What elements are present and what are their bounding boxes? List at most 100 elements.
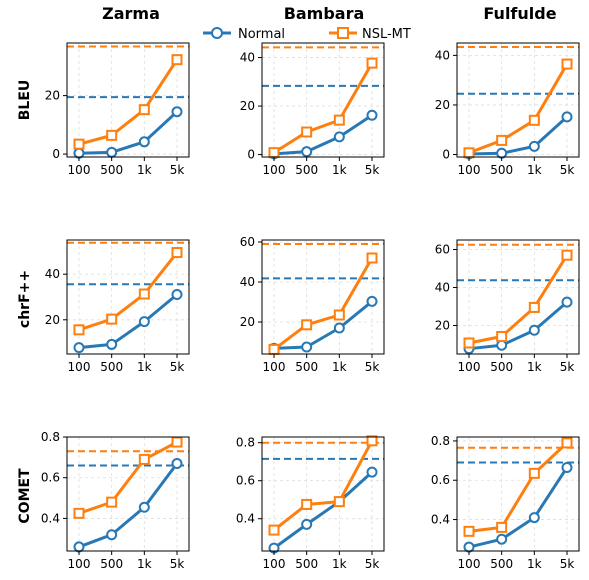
point-nsl-mt xyxy=(366,57,378,69)
series-line-nsl-mt xyxy=(78,440,178,515)
point-normal xyxy=(496,533,508,545)
panel-2-1: 100 500 1k 5k 20 40 xyxy=(45,239,190,374)
y-tick-label: 0.4 xyxy=(41,511,60,525)
series-line-normal xyxy=(78,110,179,155)
x-tick-label: 500 xyxy=(100,163,123,177)
point-normal xyxy=(106,146,118,158)
y-tick-label: 20 xyxy=(435,98,450,112)
x-tick-label: 1k xyxy=(332,360,347,374)
point-normal xyxy=(301,518,313,530)
y-tick-label: 60 xyxy=(240,235,255,249)
panel-2-3: 100 500 1k 5k 20 40 60 xyxy=(435,239,580,374)
point-nsl-mt xyxy=(106,313,118,325)
y-tick-label: 0.8 xyxy=(236,436,255,450)
y-tick-label: 0 xyxy=(442,148,450,162)
x-tick-label: 500 xyxy=(295,163,318,177)
axes-frame xyxy=(456,436,580,552)
point-nsl-mt xyxy=(138,104,150,116)
point-nsl-mt xyxy=(138,453,150,465)
point-normal xyxy=(561,111,573,123)
point-normal xyxy=(463,541,475,553)
point-normal xyxy=(301,146,313,158)
panel-2-2: 100 500 1k 5k 20 40 60 xyxy=(240,235,385,374)
point-nsl-mt xyxy=(106,129,118,141)
series-line-nsl-mt xyxy=(273,62,374,154)
x-tick-label: 1k xyxy=(527,557,542,571)
point-nsl-mt xyxy=(73,324,85,336)
axes-frame xyxy=(261,239,385,355)
point-nsl-mt xyxy=(333,496,345,508)
y-tick-label: 0 xyxy=(52,147,60,161)
legend-nsl-label: NSL-MT xyxy=(362,27,411,42)
x-tick-label: 500 xyxy=(490,557,513,571)
point-nsl-mt xyxy=(138,288,150,300)
point-normal xyxy=(106,529,118,541)
y-tick-label: 40 xyxy=(435,48,450,62)
x-tick-label: 500 xyxy=(100,360,123,374)
legend-normal-marker xyxy=(211,27,223,39)
point-nsl-mt xyxy=(463,525,475,537)
point-nsl-mt xyxy=(73,507,85,519)
x-tick-label: 1k xyxy=(137,163,152,177)
point-normal xyxy=(333,131,345,143)
point-normal xyxy=(171,457,183,469)
series-line-normal xyxy=(78,293,178,350)
series-line-nsl-mt xyxy=(273,257,374,351)
point-normal xyxy=(366,109,378,121)
y-tick-label: 0.6 xyxy=(41,471,60,485)
point-normal xyxy=(73,541,85,553)
point-nsl-mt xyxy=(561,249,573,261)
y-tick-label: 20 xyxy=(240,99,255,113)
x-tick-label: 5k xyxy=(560,360,575,374)
axes-frame xyxy=(66,436,190,552)
column-titles: Zarma Bambara Fulfulde xyxy=(102,4,557,23)
point-normal xyxy=(73,147,85,159)
axes-frame xyxy=(456,42,580,158)
panel-1-1: 100 500 1k 5k 0 20 xyxy=(45,42,190,177)
point-nsl-mt xyxy=(171,436,183,448)
series-line-nsl-mt xyxy=(468,63,569,155)
x-tick-label: 500 xyxy=(295,360,318,374)
x-tick-label: 5k xyxy=(365,360,380,374)
x-tick-label: 1k xyxy=(137,557,152,571)
point-nsl-mt xyxy=(366,252,378,264)
x-tick-label: 500 xyxy=(100,557,123,571)
point-nsl-mt xyxy=(171,247,183,259)
point-nsl-mt xyxy=(171,54,183,66)
point-nsl-mt xyxy=(268,524,280,536)
x-tick-label: 5k xyxy=(170,360,185,374)
row-label-bleu: BLEU xyxy=(17,80,33,121)
y-tick-label: 20 xyxy=(240,315,255,329)
y-tick-label: 40 xyxy=(240,51,255,65)
series-line-normal xyxy=(468,115,569,156)
axes-frame xyxy=(261,42,385,158)
panel-3-2: 100 500 1k 5k 0.4 0.6 0.8 xyxy=(236,435,385,571)
point-nsl-mt xyxy=(366,435,378,447)
y-tick-label: 0 xyxy=(247,148,255,162)
point-nsl-mt xyxy=(333,114,345,126)
series-line-nsl-mt xyxy=(468,441,569,533)
x-tick-label: 100 xyxy=(458,163,481,177)
series-line-normal xyxy=(273,471,374,550)
x-tick-label: 100 xyxy=(263,557,286,571)
point-normal xyxy=(138,136,150,148)
x-tick-label: 500 xyxy=(295,557,318,571)
series-line-nsl-mt xyxy=(78,58,179,146)
point-normal xyxy=(528,512,540,524)
row-label-comet: COMET xyxy=(17,468,33,524)
point-normal xyxy=(561,461,573,473)
x-tick-label: 100 xyxy=(458,360,481,374)
point-nsl-mt xyxy=(528,467,540,479)
series-line-nsl-mt xyxy=(468,254,569,345)
x-tick-label: 5k xyxy=(560,163,575,177)
x-tick-label: 100 xyxy=(68,163,91,177)
point-normal xyxy=(528,324,540,336)
x-tick-label: 5k xyxy=(365,557,380,571)
x-tick-label: 5k xyxy=(560,557,575,571)
series-line-nsl-mt xyxy=(273,440,374,532)
x-tick-label: 100 xyxy=(263,360,286,374)
y-tick-label: 0.6 xyxy=(236,474,255,488)
series-line-normal xyxy=(273,300,373,350)
y-tick-label: 20 xyxy=(45,89,60,103)
point-nsl-mt xyxy=(301,126,313,138)
